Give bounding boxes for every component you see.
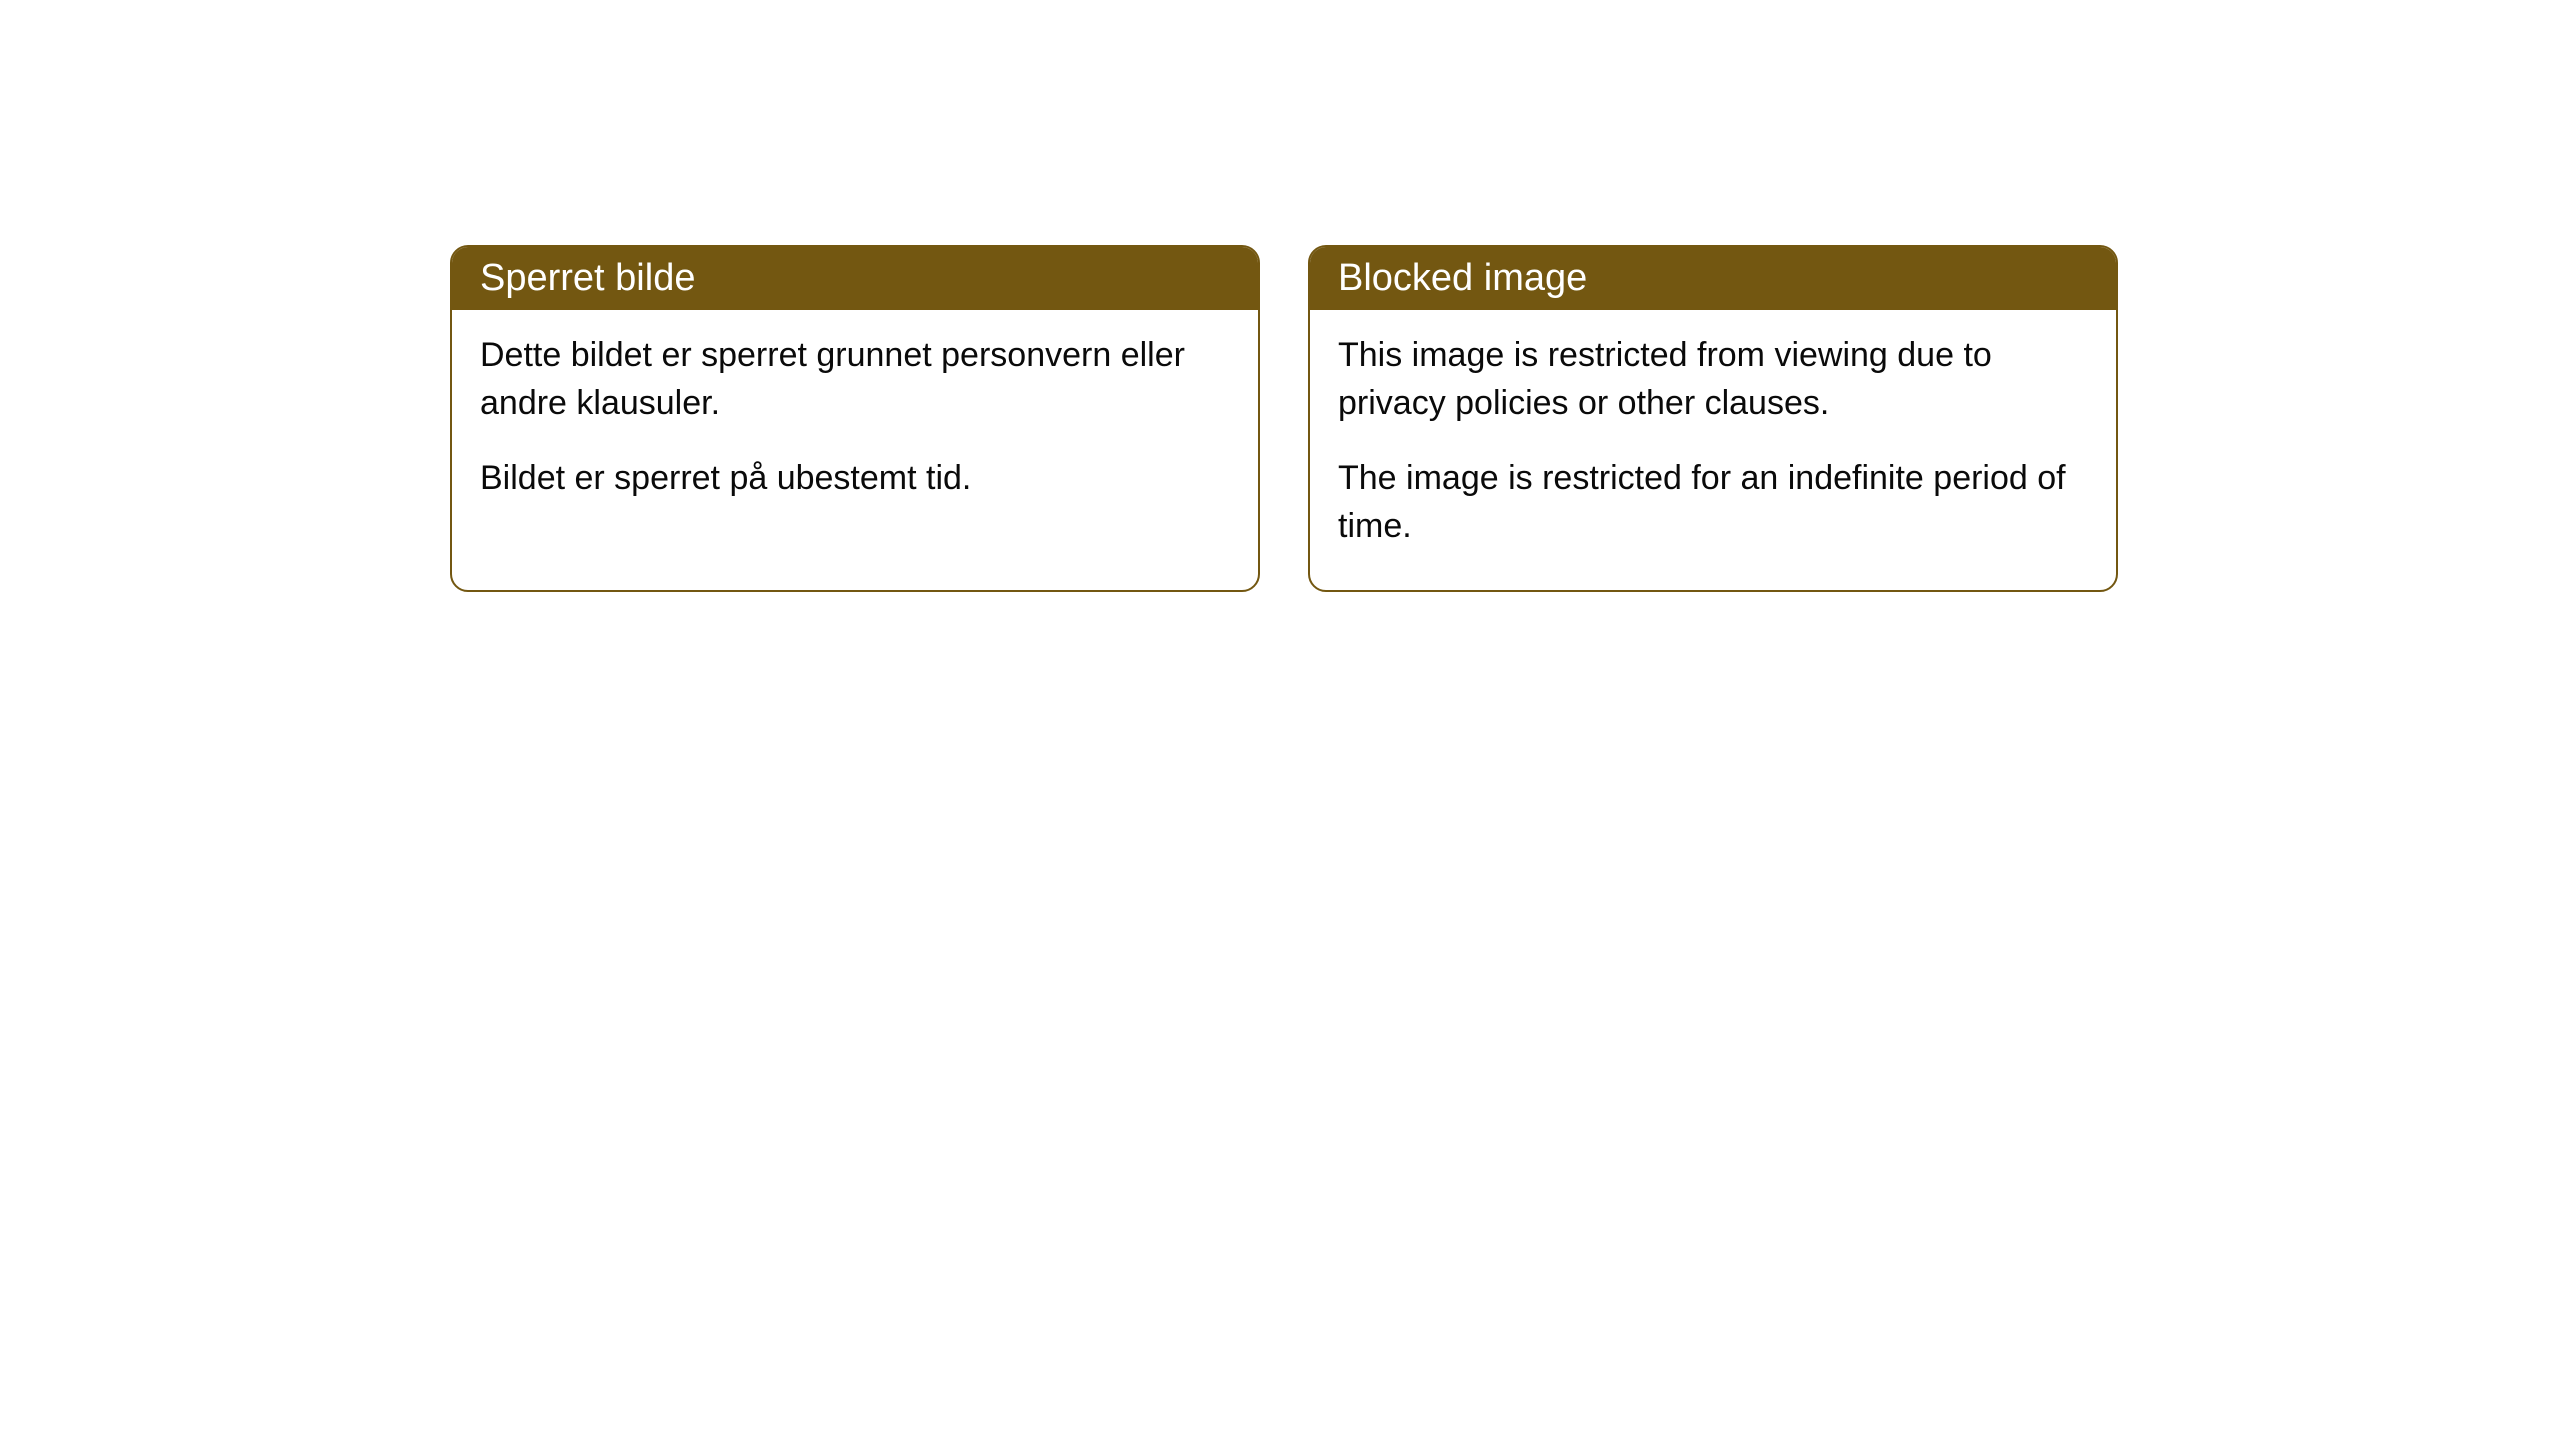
card-header-no: Sperret bilde bbox=[452, 247, 1258, 310]
card-paragraph-2-en: The image is restricted for an indefinit… bbox=[1338, 455, 2088, 550]
blocked-image-card-en: Blocked image This image is restricted f… bbox=[1308, 245, 2118, 592]
card-paragraph-1-en: This image is restricted from viewing du… bbox=[1338, 332, 2088, 427]
cards-container: Sperret bilde Dette bildet er sperret gr… bbox=[450, 245, 2118, 592]
card-body-no: Dette bildet er sperret grunnet personve… bbox=[452, 310, 1258, 543]
card-body-en: This image is restricted from viewing du… bbox=[1310, 310, 2116, 590]
card-header-en: Blocked image bbox=[1310, 247, 2116, 310]
card-paragraph-2-no: Bildet er sperret på ubestemt tid. bbox=[480, 455, 1230, 503]
card-paragraph-1-no: Dette bildet er sperret grunnet personve… bbox=[480, 332, 1230, 427]
blocked-image-card-no: Sperret bilde Dette bildet er sperret gr… bbox=[450, 245, 1260, 592]
